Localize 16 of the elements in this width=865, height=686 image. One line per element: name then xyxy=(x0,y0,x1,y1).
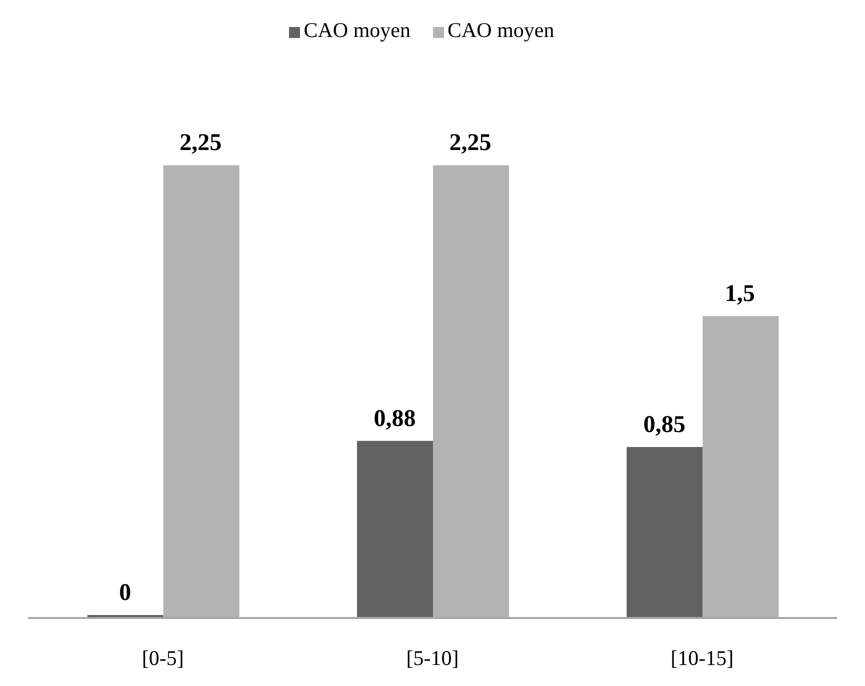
legend-label: CAO moyen xyxy=(448,18,554,42)
bar xyxy=(432,165,509,618)
x-tick-label: [0-5] xyxy=(142,646,184,670)
bar xyxy=(626,446,703,618)
x-tick-label: [10-15] xyxy=(670,646,734,670)
legend-label: CAO moyen xyxy=(304,18,410,42)
bar xyxy=(702,316,779,618)
data-label: 0 xyxy=(119,580,132,606)
bar xyxy=(356,440,433,618)
data-label: 1,5 xyxy=(724,281,755,308)
data-label: 2,25 xyxy=(449,130,492,156)
x-tick-label: [5-10] xyxy=(406,646,459,670)
data-label: 0,88 xyxy=(374,406,416,432)
data-label: 0,85 xyxy=(643,412,686,438)
data-label: 2,25 xyxy=(180,130,222,156)
bar xyxy=(163,165,240,618)
